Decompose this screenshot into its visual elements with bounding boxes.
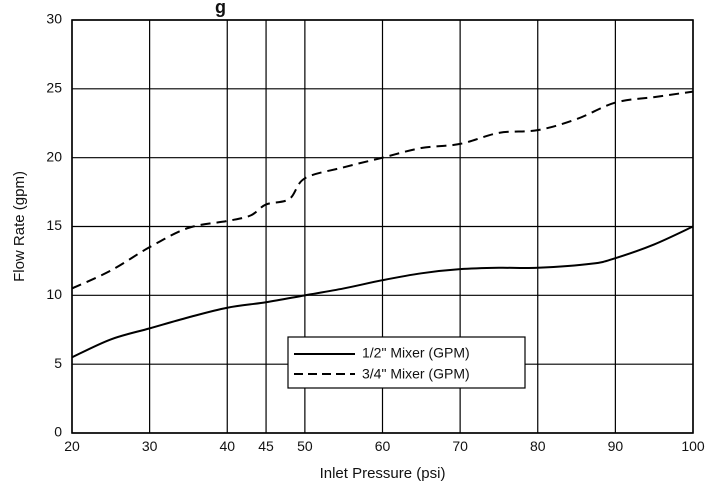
x-tick-label: 70 bbox=[452, 438, 468, 454]
plot-frame bbox=[71, 19, 694, 434]
x-tick-label: 60 bbox=[375, 438, 391, 454]
x-tick-label: 30 bbox=[142, 438, 158, 454]
series-lines bbox=[71, 90, 694, 359]
axis-tick-labels: 20 30 40 45 50 60 70 80 90 100 0 5 10 15 20 25 30 bbox=[46, 11, 704, 454]
y-tick-label: 20 bbox=[46, 148, 62, 164]
x-tick-label: 20 bbox=[64, 438, 80, 454]
legend-label-half-inch: 1/2" Mixer (GPM) bbox=[362, 345, 470, 361]
x-tick-label: 80 bbox=[530, 438, 546, 454]
legend: 1/2" Mixer (GPM) 3/4" Mixer (GPM) bbox=[287, 336, 526, 389]
x-axis-label: Inlet Pressure (psi) bbox=[320, 465, 446, 482]
x-tick-label: 50 bbox=[297, 438, 313, 454]
y-tick-label: 25 bbox=[46, 80, 62, 96]
x-tick-label: 45 bbox=[258, 438, 274, 454]
series-line-half-inch-mixer bbox=[71, 225, 694, 359]
y-tick-label: 0 bbox=[54, 424, 62, 440]
y-axis-label: Flow Rate (gpm) bbox=[11, 171, 28, 282]
legend-box bbox=[287, 336, 526, 389]
y-tick-label: 15 bbox=[46, 217, 62, 233]
x-tick-label: 40 bbox=[219, 438, 235, 454]
chart-title-fragment: g bbox=[215, 0, 226, 17]
x-tick-label: 100 bbox=[681, 438, 705, 454]
legend-label-three-quarter-inch: 3/4" Mixer (GPM) bbox=[362, 366, 470, 382]
series-line-three-quarter-inch-mixer bbox=[71, 90, 694, 290]
y-tick-label: 30 bbox=[46, 11, 62, 27]
y-tick-label: 10 bbox=[46, 286, 62, 302]
y-tick-label: 5 bbox=[54, 355, 62, 371]
x-tick-label: 90 bbox=[608, 438, 624, 454]
